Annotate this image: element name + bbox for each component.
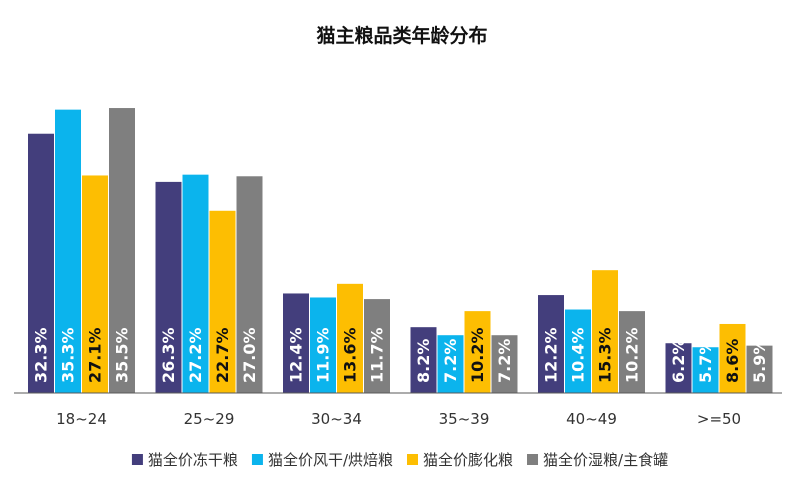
bar-30~34-猫全价风干/烘焙粮 (310, 297, 336, 393)
x-tick-label: 30~34 (311, 410, 362, 428)
data-label: 27.1% (86, 327, 105, 383)
bar-18~24-猫全价冻干粮 (28, 133, 54, 393)
bar-30~34-猫全价膨化粮 (337, 283, 363, 393)
legend-item: 猫全价风干/烘焙粮 (251, 451, 393, 469)
data-label: 10.2% (468, 327, 487, 383)
data-label: 22.7% (213, 327, 232, 383)
legend-label: 猫全价膨化粮 (423, 451, 513, 469)
data-label: 26.3% (159, 327, 178, 383)
legend-label: 猫全价冻干粮 (148, 451, 238, 469)
bar-30~34-猫全价湿粮/主食罐 (364, 299, 390, 393)
bar-35~39-猫全价湿粮/主食罐 (491, 335, 518, 393)
data-label: 12.4% (287, 327, 306, 383)
bars-layer: 32.3% 35.3% 27.1% 35.5% 26.3% 27.2% 22.7% 27.0%… (28, 108, 773, 394)
legend-swatch (527, 454, 539, 465)
x-tick-label: 18~24 (56, 410, 107, 428)
data-label: 5.9% (750, 339, 769, 383)
data-label: 35.3% (59, 327, 78, 383)
bar-18~24-猫全价膨化粮 (82, 175, 108, 393)
bar-25~29-猫全价风干/烘焙粮 (182, 174, 209, 393)
bar-30~34-猫全价冻干粮 (283, 293, 309, 393)
bar->=50-猫全价冻干粮 (665, 343, 692, 393)
bar-25~29-猫全价湿粮/主食罐 (236, 176, 263, 393)
legend-label: 猫全价风干/烘焙粮 (268, 451, 393, 469)
legend-item: 猫全价冻干粮 (131, 451, 238, 469)
legend-swatch (407, 454, 418, 465)
x-tick-label: 25~29 (184, 410, 235, 428)
bar-35~39-猫全价风干/烘焙粮 (437, 335, 464, 393)
data-label: 27.0% (240, 327, 259, 383)
bar->=50-猫全价湿粮/主食罐 (746, 345, 773, 393)
bar-18~24-猫全价湿粮/主食罐 (109, 108, 135, 394)
x-tick-label: >=50 (697, 410, 741, 428)
bar-18~24-猫全价风干/烘焙粮 (55, 109, 81, 394)
data-label: 11.9% (314, 327, 333, 383)
data-label: 32.3% (32, 327, 51, 383)
data-label: 5.7% (696, 339, 715, 383)
legend-swatch (131, 454, 143, 465)
bar-35~39-猫全价膨化粮 (464, 311, 491, 393)
data-label: 8.6% (723, 339, 742, 383)
data-label: 7.2% (441, 339, 460, 383)
data-label: 10.2% (623, 327, 642, 383)
bar-40~49-猫全价冻干粮 (538, 295, 564, 393)
bar-25~29-猫全价冻干粮 (155, 181, 182, 393)
x-tick-label: 35~39 (439, 410, 490, 428)
legend-item: 猫全价湿粮/主食罐 (527, 451, 668, 469)
legend: 猫全价冻干粮 猫全价风干/烘焙粮 猫全价膨化粮 猫全价湿粮/主食罐 (131, 451, 668, 469)
data-label: 7.2% (495, 339, 514, 383)
bar-40~49-猫全价湿粮/主食罐 (619, 311, 645, 393)
data-label: 13.6% (341, 327, 360, 383)
bar-25~29-猫全价膨化粮 (209, 210, 236, 393)
bar->=50-猫全价膨化粮 (719, 323, 746, 393)
data-label: 11.7% (368, 327, 387, 383)
data-label: 35.5% (113, 327, 132, 383)
legend-swatch (251, 454, 263, 465)
bar-40~49-猫全价膨化粮 (592, 270, 618, 393)
chart-title: 猫主粮品类年龄分布 (316, 24, 487, 47)
legend-label: 猫全价湿粮/主食罐 (543, 451, 668, 469)
data-label: 10.4% (569, 327, 588, 383)
legend-item: 猫全价膨化粮 (407, 451, 513, 469)
data-label: 8.2% (414, 339, 433, 383)
data-label: 12.2% (542, 327, 561, 383)
data-label: 15.3% (596, 327, 615, 383)
data-label: 6.2% (669, 339, 688, 383)
x-tick-label: 40~49 (566, 410, 617, 428)
data-label: 27.2% (186, 327, 205, 383)
bar-35~39-猫全价冻干粮 (410, 327, 437, 393)
bar->=50-猫全价风干/烘焙粮 (692, 347, 719, 393)
x-tick-labels: 18~24 25~29 30~34 35~39 40~49 >=50 (56, 410, 741, 428)
bar-40~49-猫全价风干/烘焙粮 (565, 309, 591, 393)
